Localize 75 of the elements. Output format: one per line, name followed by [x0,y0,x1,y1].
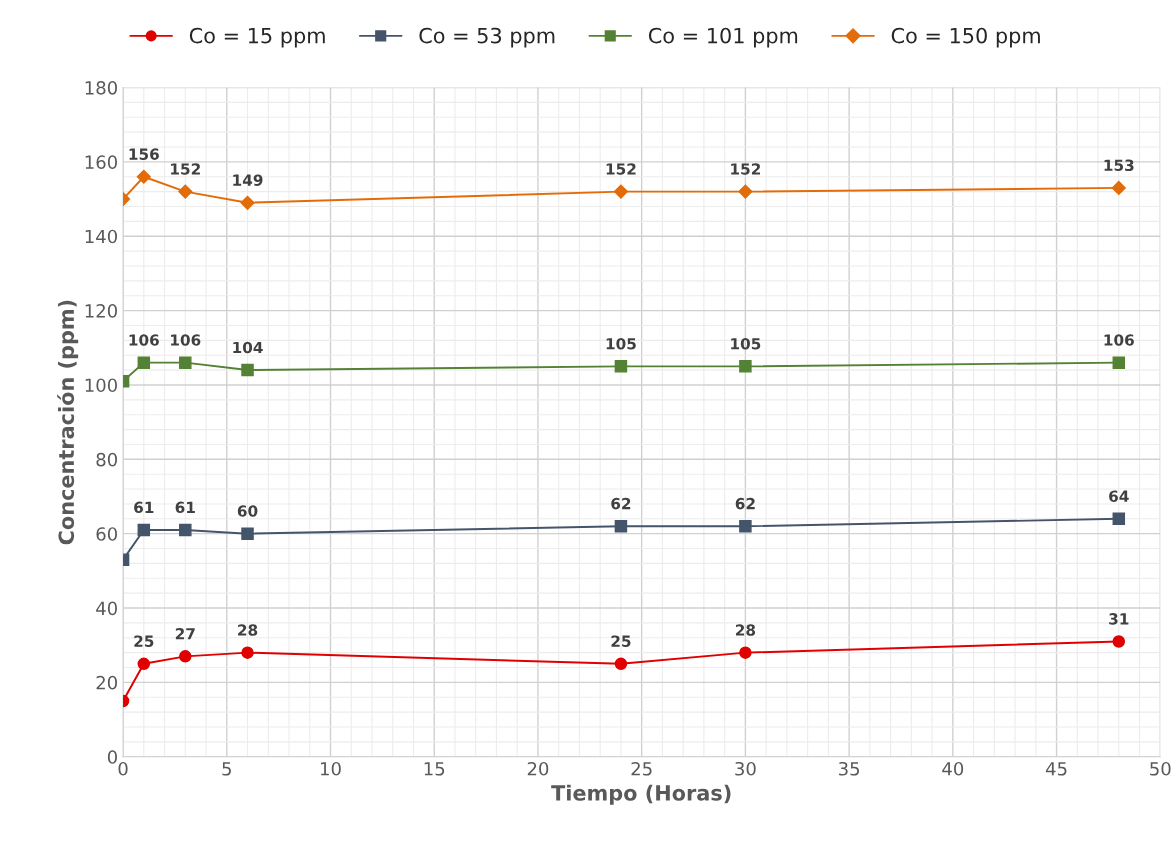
x-tick-label: 30 [735,761,756,776]
data-label: 31 [1109,613,1129,625]
point [1112,512,1126,526]
x-tick-label: 35 [839,761,860,776]
point [240,195,255,210]
point [1111,180,1126,195]
point [137,523,151,537]
point [179,650,192,663]
x-tick-label: 25 [631,761,652,776]
x-tick-label: 15 [424,762,445,776]
point [178,184,193,199]
data-label: 153 [1104,159,1134,172]
data-label: 152 [606,163,636,175]
data-label: 61 [134,501,154,514]
data-label: 152 [731,163,761,175]
data-label: 27 [175,627,195,640]
point [738,184,753,199]
data-label: 25 [134,635,154,647]
point [614,360,628,373]
point [179,356,192,369]
point [137,657,151,671]
point [739,646,752,659]
point [179,523,192,537]
data-label: 106 [171,334,201,346]
data-label: 106 [129,334,159,346]
data-label: 61 [175,501,195,514]
x-tick-label: 10 [321,761,341,776]
point [136,169,151,184]
data-label: 104 [233,341,263,354]
data-label: 25 [611,635,631,647]
y-tick-label: 80 [96,452,117,467]
legend-label: Co = 101 ppm [648,27,798,48]
legend-label: Co = 53 ppm [419,27,555,48]
y-tick-label: 20 [96,675,117,690]
y-tick-label: 40 [96,601,117,616]
data-label: 64 [1109,490,1129,502]
data-label: 60 [237,505,258,517]
x-tick-label: 0 [118,761,128,776]
y-tick-label: 140 [85,229,117,244]
point [241,527,254,540]
y-tick-label: 160 [85,155,117,169]
data-label: 62 [735,497,755,510]
data-label: 105 [731,337,761,350]
x-tick-label: 5 [222,762,231,776]
y-tick-label: 100 [85,378,117,393]
data-label: 152 [171,163,200,175]
data-label: 28 [735,624,756,636]
data-label: 62 [611,497,631,510]
point [1112,356,1126,369]
x-tick-label: 20 [527,761,549,776]
point [1112,635,1126,648]
y-tick-label: 180 [85,80,117,95]
data-label: 156 [129,148,159,160]
point [614,657,628,671]
x-tick-label: 45 [1045,762,1067,776]
data-label: 105 [606,337,636,350]
point [613,184,629,199]
point [137,356,151,369]
point [614,519,628,533]
y-tick-label: 0 [107,750,117,764]
x-tick-label: 40 [942,761,964,776]
x-tick-label: 50 [1150,761,1171,776]
y-tick-label: 120 [85,304,117,318]
legend-label: Co = 15 ppm [189,27,325,48]
point [739,519,752,533]
y-tick-label: 60 [96,527,117,541]
x-axis-title: Tiempo (Horas) [551,784,731,805]
point [739,360,752,373]
y-axis-title: Concentración (ppm) [57,300,79,545]
data-label: 28 [238,624,258,636]
data-label: 106 [1104,334,1134,346]
point [241,363,254,377]
legend-label: Co = 150 ppm [891,27,1040,48]
data-label: 149 [233,174,263,186]
point [241,646,254,659]
